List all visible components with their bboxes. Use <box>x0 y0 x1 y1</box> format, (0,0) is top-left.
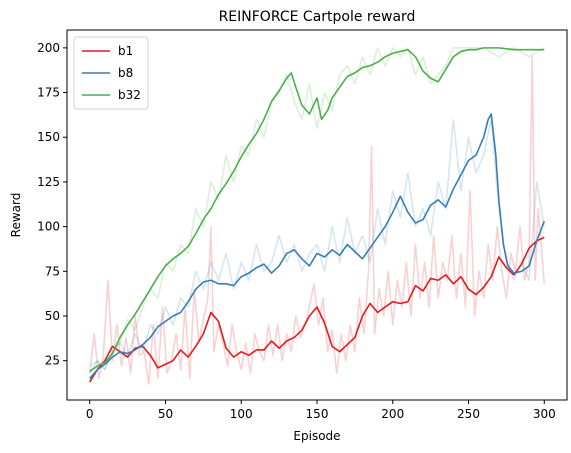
y-tick-label: 75 <box>45 264 60 278</box>
legend-label-b32: b32 <box>118 88 141 102</box>
y-tick-label: 150 <box>37 130 60 144</box>
series-line-b1 <box>89 236 545 383</box>
legend-label-b1: b1 <box>118 44 133 58</box>
series-raw-line-b8 <box>89 118 546 374</box>
chart-title: REINFORCE Cartpole reward <box>219 9 416 25</box>
series-line-b8 <box>89 113 546 380</box>
y-axis-label: Reward <box>9 193 23 238</box>
x-tick-label: 100 <box>230 407 253 421</box>
x-tick-label: 200 <box>381 407 404 421</box>
y-tick-label: 50 <box>45 309 60 323</box>
x-tick-label: 300 <box>533 407 556 421</box>
y-tick-label: 100 <box>37 220 60 234</box>
x-tick-label: 250 <box>457 407 480 421</box>
y-tick-label: 175 <box>37 86 60 100</box>
legend-label-b8: b8 <box>118 66 133 80</box>
y-tick-label: 125 <box>37 175 60 189</box>
legend-box <box>73 36 149 110</box>
y-tick-label: 25 <box>45 354 60 368</box>
x-axis-label: Episode <box>293 429 340 443</box>
x-tick-label: 0 <box>86 407 94 421</box>
series-line-b32 <box>89 47 545 373</box>
legend: b1 b8 b32 <box>73 36 149 110</box>
y-axis: 25 50 75 100 125 150 175 200 <box>37 41 67 368</box>
series-raw-line-b1 <box>88 56 546 385</box>
series-raw-line-b32 <box>89 47 545 371</box>
plot-area <box>88 47 546 385</box>
x-tick-label: 150 <box>306 407 329 421</box>
x-axis: 0 50 100 150 200 250 300 <box>86 400 556 421</box>
x-tick-label: 50 <box>158 407 173 421</box>
y-tick-label: 200 <box>37 41 60 55</box>
